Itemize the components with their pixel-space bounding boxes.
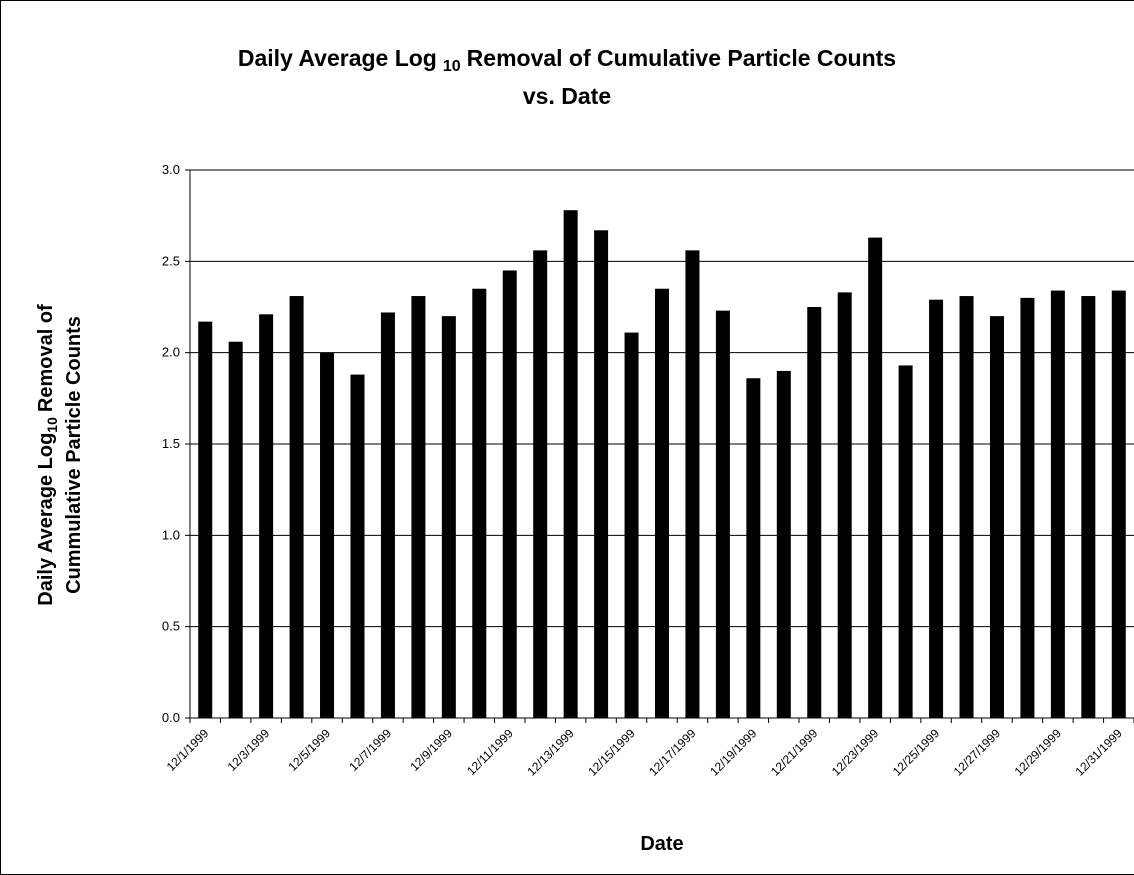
y-tick-label: 0.5 bbox=[162, 619, 180, 634]
bar bbox=[1111, 290, 1126, 718]
y-tick-label: 3.0 bbox=[162, 162, 180, 177]
bar bbox=[746, 378, 761, 718]
bar bbox=[594, 230, 609, 718]
bar bbox=[898, 365, 913, 718]
bar bbox=[289, 296, 304, 718]
bar bbox=[655, 288, 669, 718]
bar bbox=[320, 352, 335, 718]
y-axis-label: Daily Average Log10 Removal of Cummulativ… bbox=[35, 304, 85, 606]
bar bbox=[715, 310, 730, 718]
bar bbox=[1050, 290, 1065, 718]
bar bbox=[411, 296, 426, 718]
bar bbox=[959, 296, 974, 718]
bar bbox=[441, 316, 456, 718]
bar bbox=[1081, 296, 1096, 718]
title-part: vs. Date bbox=[523, 83, 611, 109]
y-tick-label: 1.5 bbox=[162, 436, 180, 451]
bar bbox=[259, 314, 274, 718]
bar bbox=[989, 316, 1004, 718]
y-label-line: Cummulative Particle Counts bbox=[63, 316, 85, 594]
y-tick-label: 0.0 bbox=[162, 710, 180, 725]
y-label-part: Removal of bbox=[35, 304, 57, 412]
bar bbox=[502, 270, 517, 718]
title-subscript: 10 bbox=[443, 58, 461, 75]
bar bbox=[533, 250, 548, 718]
y-tick-label: 2.5 bbox=[162, 253, 180, 268]
bar bbox=[837, 292, 852, 718]
bar bbox=[776, 370, 791, 718]
y-label-part: Daily Average Log bbox=[35, 433, 57, 606]
bar bbox=[685, 250, 700, 718]
bar bbox=[868, 237, 883, 718]
bar bbox=[380, 312, 395, 718]
bar bbox=[563, 210, 578, 719]
bar bbox=[807, 307, 822, 718]
bar bbox=[1020, 297, 1035, 718]
y-label-subscript: 10 bbox=[44, 417, 60, 433]
bar bbox=[228, 341, 243, 718]
chart-title: Daily Average Log 10 Removal of Cumulative… bbox=[238, 45, 896, 109]
bar bbox=[624, 332, 639, 718]
y-tick-label: 1.0 bbox=[162, 527, 180, 542]
title-part: Removal of Cumulative Particle Counts bbox=[467, 45, 896, 71]
bar bbox=[472, 288, 487, 718]
title-part: Daily Average Log bbox=[238, 45, 437, 71]
x-axis-label: Date bbox=[640, 833, 683, 855]
bar bbox=[350, 374, 365, 718]
bar bbox=[929, 299, 944, 718]
bar bbox=[198, 321, 213, 718]
y-tick-label: 2.0 bbox=[162, 345, 180, 360]
y-label-line: Daily Average Log10 Removal of bbox=[35, 304, 60, 606]
